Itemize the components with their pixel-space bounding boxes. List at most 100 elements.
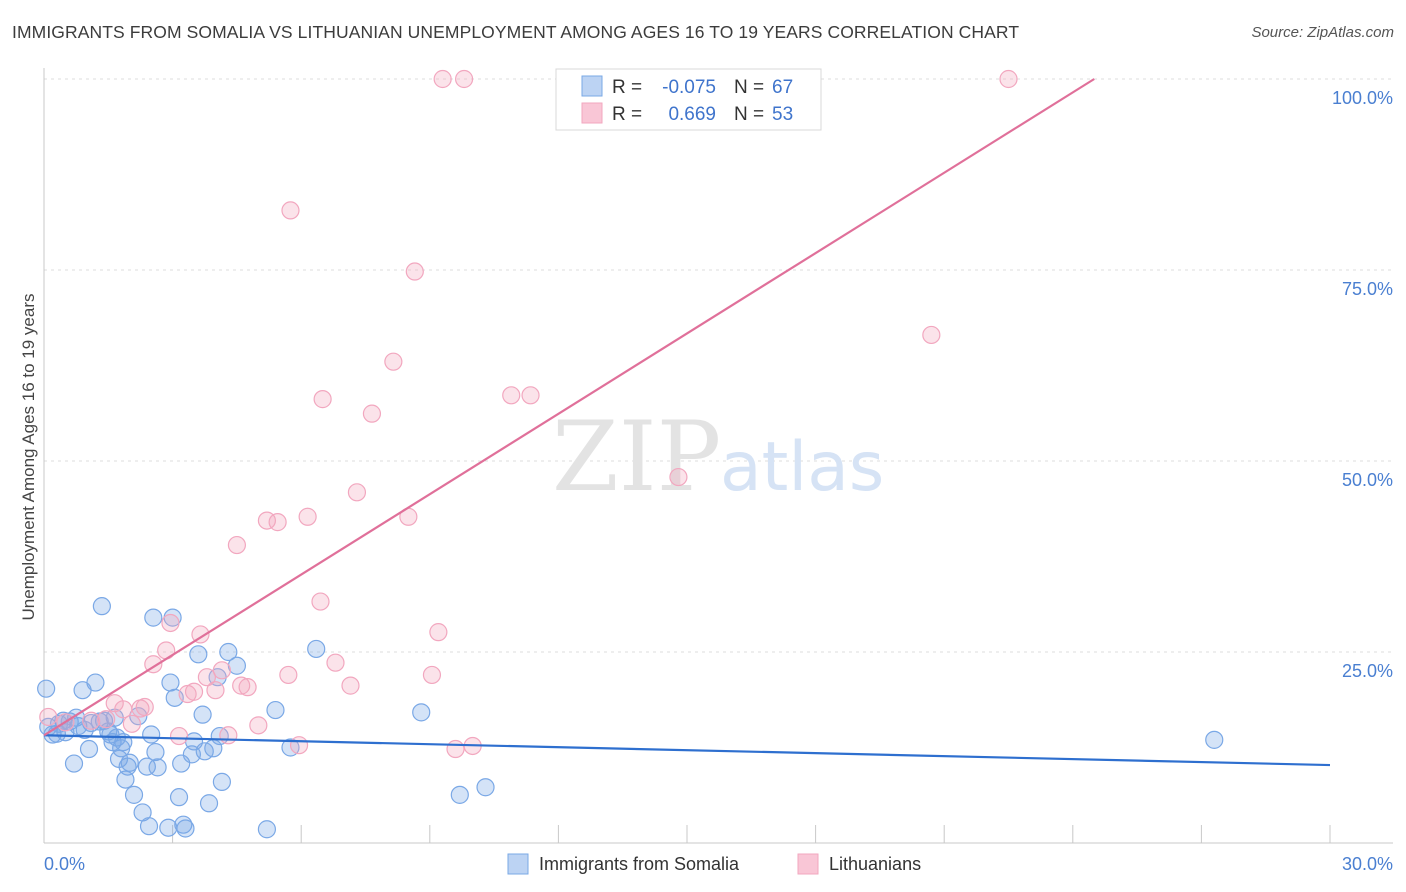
x-tick-label-max: 30.0% xyxy=(1342,854,1393,874)
point-somalia-66 xyxy=(1205,730,1224,749)
point-somalia-36 xyxy=(144,608,163,627)
point-somalia-37 xyxy=(146,742,165,762)
legend-n-value-lithuanians: 53 xyxy=(772,104,793,125)
axes xyxy=(43,68,1393,844)
point-somalia-63 xyxy=(412,703,431,722)
point-lithuanians-20 xyxy=(227,535,246,555)
point-lithuanians-35 xyxy=(362,404,382,423)
point-lithuanians-8 xyxy=(135,697,154,717)
point-somalia-46 xyxy=(176,819,195,838)
source-credit: Source: ZipAtlas.com xyxy=(1251,24,1394,41)
y-tick-label-50: 50.0% xyxy=(1342,470,1393,490)
legend-n-label-somalia: N = xyxy=(734,77,764,98)
point-lithuanians-39 xyxy=(422,665,442,685)
point-somalia-58 xyxy=(227,656,246,675)
watermark-zip: ZIP xyxy=(552,401,721,513)
point-lithuanians-45 xyxy=(502,386,521,405)
point-somalia-39 xyxy=(159,818,178,837)
point-somalia-62 xyxy=(307,639,326,659)
point-somalia-49 xyxy=(189,645,208,664)
point-lithuanians-3 xyxy=(97,710,116,729)
point-lithuanians-27 xyxy=(281,201,300,220)
point-somalia-30 xyxy=(124,785,144,804)
point-somalia-64 xyxy=(450,785,469,804)
point-lithuanians-28 xyxy=(289,736,309,755)
point-lithuanians-23 xyxy=(249,716,268,735)
trend-lines xyxy=(43,78,1331,767)
point-lithuanians-49 xyxy=(999,69,1018,89)
point-lithuanians-17 xyxy=(206,681,225,700)
point-somalia-29 xyxy=(120,753,139,772)
series-legend-swatch-somalia xyxy=(507,853,529,875)
point-lithuanians-47 xyxy=(669,467,688,487)
legend-swatch-somalia xyxy=(581,75,603,97)
point-somalia-60 xyxy=(266,700,285,720)
point-lithuanians-31 xyxy=(313,390,332,409)
point-lithuanians-15 xyxy=(191,625,210,644)
point-somalia-52 xyxy=(199,794,219,813)
point-somalia-59 xyxy=(257,820,277,839)
point-lithuanians-41 xyxy=(433,69,452,89)
watermark-atlas: atlas xyxy=(720,428,884,507)
point-somalia-34 xyxy=(139,817,159,836)
point-lithuanians-2 xyxy=(82,711,101,730)
point-lithuanians-19 xyxy=(219,726,238,745)
point-somalia-43 xyxy=(169,788,189,807)
series-legend-label-somalia: Immigrants from Somalia xyxy=(539,854,740,874)
point-lithuanians-40 xyxy=(429,623,448,642)
point-lithuanians-30 xyxy=(311,592,330,611)
point-lithuanians-36 xyxy=(384,352,403,371)
point-lithuanians-25 xyxy=(268,513,287,532)
grid xyxy=(44,78,1393,653)
point-lithuanians-18 xyxy=(212,661,231,680)
trend-line-somalia xyxy=(43,734,1331,767)
series-legend: Immigrants from Somalia Lithuanians xyxy=(507,853,921,875)
point-somalia-15 xyxy=(86,673,105,692)
point-lithuanians-12 xyxy=(169,726,189,746)
point-somalia-0 xyxy=(37,679,56,698)
point-somalia-17 xyxy=(92,597,111,616)
y-axis-label: Unemployment Among Ages 16 to 19 years xyxy=(19,294,38,621)
point-lithuanians-48 xyxy=(922,325,941,345)
point-lithuanians-22 xyxy=(238,678,257,697)
point-lithuanians-16 xyxy=(197,668,216,687)
point-lithuanians-21 xyxy=(232,676,251,695)
watermark: ZIP atlas xyxy=(552,401,884,513)
trend-line-lithuanians xyxy=(43,78,1095,737)
legend-r-label-somalia: R = xyxy=(612,77,642,98)
chart-title: IMMIGRANTS FROM SOMALIA VS LITHUANIAN UN… xyxy=(12,22,1020,42)
y-tick-label-100: 100.0% xyxy=(1332,88,1393,108)
point-somalia-12 xyxy=(75,720,94,740)
point-lithuanians-29 xyxy=(298,507,317,526)
series-legend-swatch-lithuanians xyxy=(797,853,819,875)
point-lithuanians-43 xyxy=(454,69,474,89)
y-tick-label-25: 25.0% xyxy=(1342,661,1393,681)
point-lithuanians-32 xyxy=(326,653,345,672)
point-lithuanians-0 xyxy=(39,707,58,727)
point-lithuanians-42 xyxy=(446,739,465,759)
point-lithuanians-14 xyxy=(184,682,204,701)
point-lithuanians-38 xyxy=(405,262,424,281)
x-tick-label-min: 0.0% xyxy=(44,854,85,874)
point-somalia-8 xyxy=(64,754,84,773)
point-somalia-40 xyxy=(161,673,180,692)
point-lithuanians-33 xyxy=(341,676,360,695)
point-somalia-57 xyxy=(219,642,238,662)
point-somalia-50 xyxy=(193,705,212,724)
series-legend-label-lithuanians: Lithuanians xyxy=(829,854,921,874)
y-tick-label-75: 75.0% xyxy=(1342,279,1393,299)
point-somalia-56 xyxy=(212,772,231,791)
point-somalia-13 xyxy=(79,739,99,759)
point-lithuanians-6 xyxy=(122,714,141,733)
point-lithuanians-26 xyxy=(279,665,298,685)
legend-n-value-somalia: 67 xyxy=(772,77,793,98)
legend-r-value-lithuanians: 0.669 xyxy=(668,104,716,125)
legend-swatch-lithuanians xyxy=(581,102,603,124)
point-lithuanians-46 xyxy=(521,386,540,405)
data-points xyxy=(37,69,1224,839)
point-somalia-65 xyxy=(476,778,495,797)
legend-r-label-lithuanians: R = xyxy=(612,104,642,125)
point-somalia-35 xyxy=(142,725,161,744)
point-lithuanians-34 xyxy=(347,483,367,502)
